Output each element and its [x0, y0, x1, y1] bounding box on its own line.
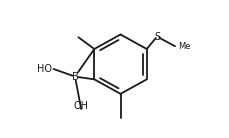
Text: OH: OH [73, 101, 88, 111]
Text: HO: HO [36, 64, 51, 74]
Text: Me: Me [177, 42, 189, 51]
Text: S: S [153, 32, 159, 42]
Text: B: B [71, 72, 78, 82]
